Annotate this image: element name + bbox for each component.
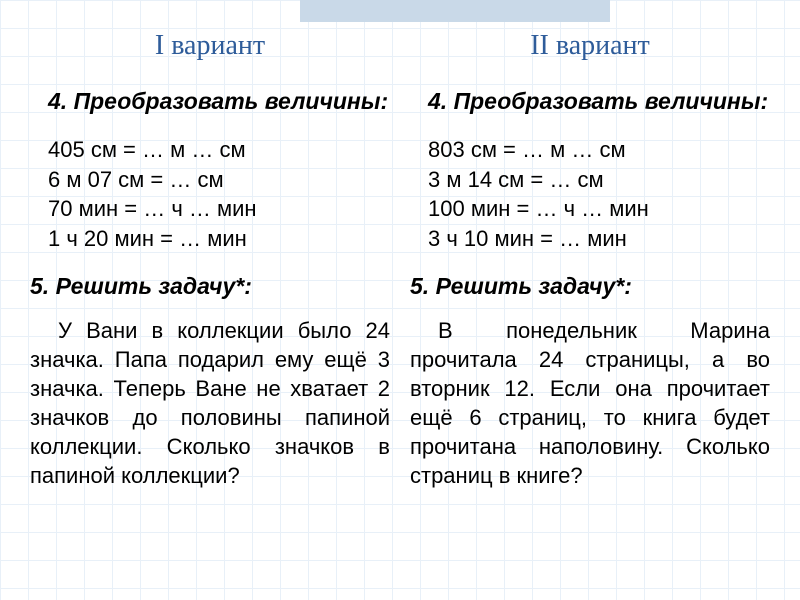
task5-title-right: 5. Решить задачу*: [410, 272, 770, 302]
conv-line: 3 ч 10 мин = … мин [428, 224, 770, 254]
conv-line: 70 мин = … ч … мин [48, 194, 390, 224]
task4-title-right: 4. Преобразовать величины: [428, 87, 770, 117]
task5-title-left: 5. Решить задачу*: [30, 272, 390, 302]
task4-list-right: 803 см = … м … см 3 м 14 см = … см 100 м… [428, 135, 770, 254]
variant-2-column: II вариант 4. Преобразовать величины: 80… [410, 30, 770, 490]
top-accent-band [300, 0, 610, 22]
task4-title-left: 4. Преобразовать величины: [48, 87, 390, 117]
conv-line: 3 м 14 см = … см [428, 165, 770, 195]
task5-body-left: У Вани в коллекции было 24 значка. Папа … [30, 316, 390, 490]
worksheet-container: I вариант 4. Преобразовать величины: 405… [30, 30, 770, 490]
task4-list-left: 405 см = … м … см 6 м 07 см = … см 70 ми… [48, 135, 390, 254]
variant-1-column: I вариант 4. Преобразовать величины: 405… [30, 30, 390, 490]
variant-2-title: II вариант [410, 30, 770, 62]
variant-1-title: I вариант [30, 30, 390, 62]
conv-line: 6 м 07 см = … см [48, 165, 390, 195]
conv-line: 803 см = … м … см [428, 135, 770, 165]
conv-line: 405 см = … м … см [48, 135, 390, 165]
task5-body-right: В понедельник Марина прочитала 24 страни… [410, 316, 770, 490]
conv-line: 1 ч 20 мин = … мин [48, 224, 390, 254]
conv-line: 100 мин = … ч … мин [428, 194, 770, 224]
